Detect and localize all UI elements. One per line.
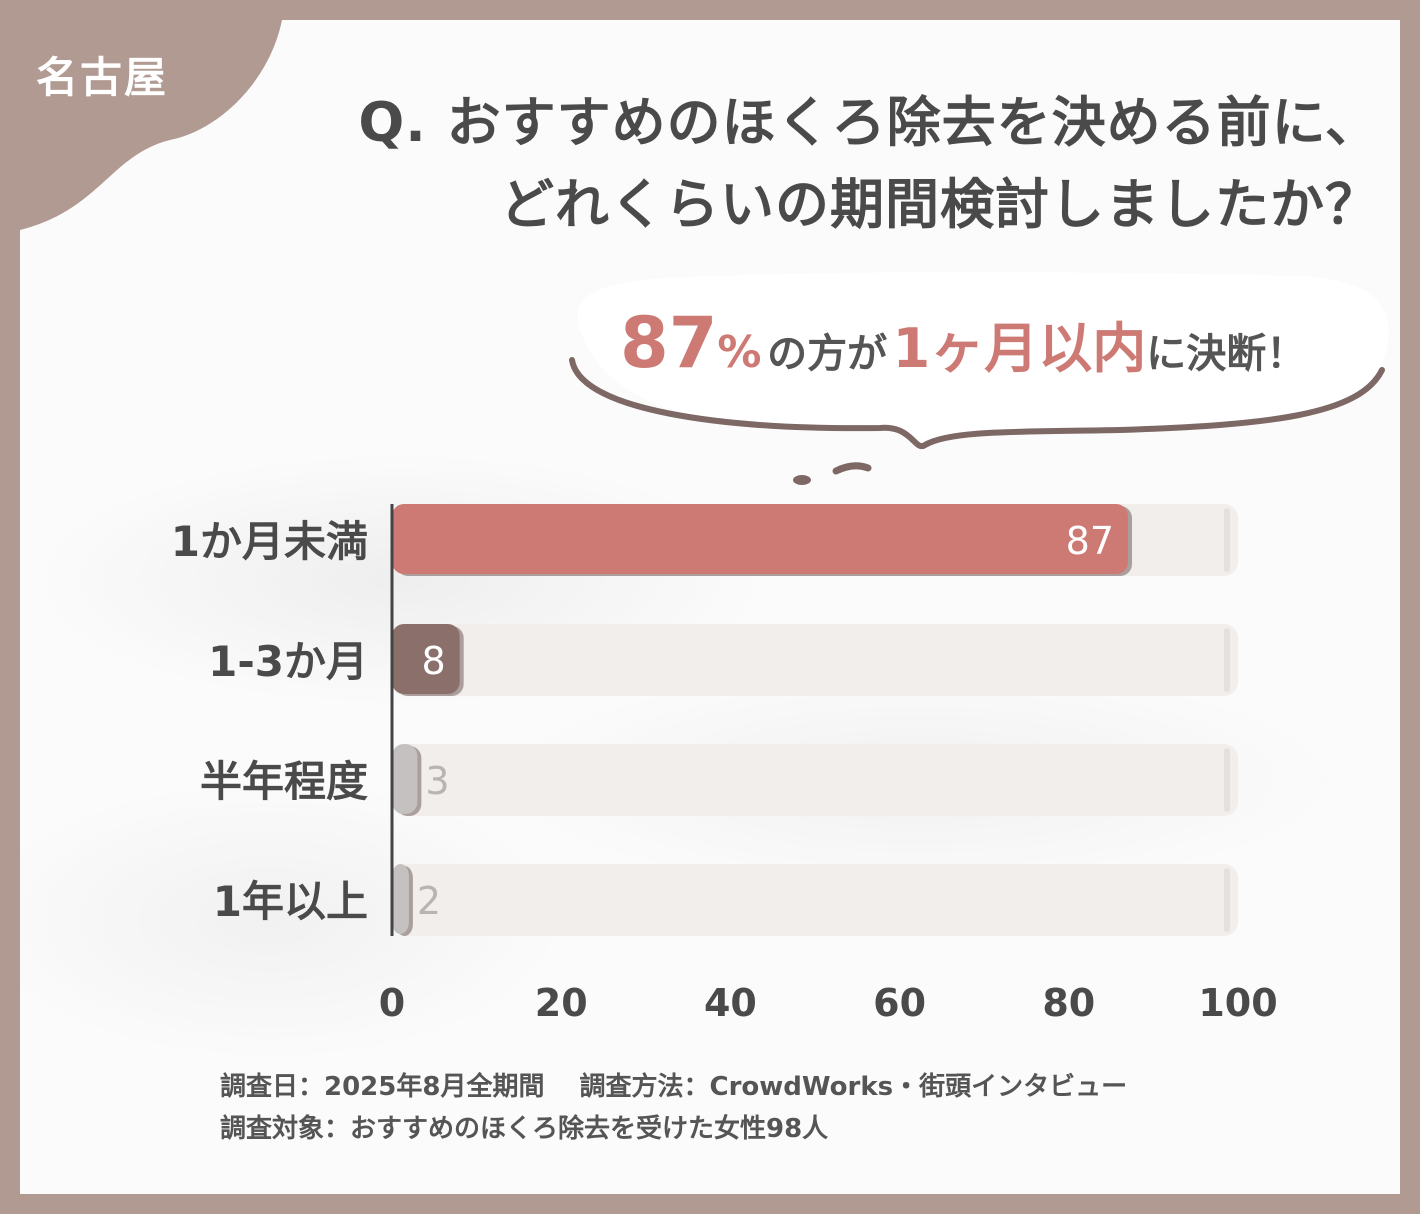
bar-track xyxy=(392,624,1238,696)
bar xyxy=(392,744,418,814)
title-line-2: どれくらいの期間検討しましたか？ xyxy=(500,173,1380,236)
footer-line-2: 調査対象：おすすめのほくろ除去を受けた女性98人 xyxy=(220,1114,829,1144)
bar xyxy=(392,624,460,694)
survey-footer: 調査日：2025年8月全期間 調査方法：CrowdWorks・街頭インタビュー … xyxy=(220,1066,1127,1150)
footer-line-1: 調査日：2025年8月全期間 調査方法：CrowdWorks・街頭インタビュー xyxy=(220,1072,1128,1102)
callout-text-2: に決断！ xyxy=(1146,331,1307,377)
x-tick-label: 80 xyxy=(1042,981,1095,1025)
bar-track xyxy=(392,744,1238,816)
bar-track-edge xyxy=(1224,748,1230,812)
data-label: 3 xyxy=(425,759,449,803)
callout-text-1: の方が xyxy=(767,331,888,377)
bar xyxy=(392,864,409,934)
title-line-1: Q. おすすめのほくろ除去を決める前に、 xyxy=(358,91,1380,154)
bar-track-edge xyxy=(1224,628,1230,692)
bar xyxy=(392,504,1129,574)
x-tick-label: 20 xyxy=(535,981,588,1025)
x-tick-label: 0 xyxy=(379,981,405,1025)
category-label: 1年以上 xyxy=(213,877,368,926)
data-label: 2 xyxy=(417,879,441,923)
data-label: 8 xyxy=(421,639,445,683)
bar-track-edge xyxy=(1224,508,1230,572)
speech-bubble xyxy=(569,272,1389,485)
region-corner-shape xyxy=(20,20,282,230)
category-label: 1-3か月 xyxy=(208,637,368,686)
x-tick-label: 100 xyxy=(1198,981,1277,1025)
category-label: 1か月未満 xyxy=(171,517,368,566)
data-label: 87 xyxy=(1066,519,1114,563)
chart-card: 名古屋 Q. おすすめのほくろ除去を決める前に、 どれくらいの期間検討しましたか… xyxy=(20,20,1400,1194)
page-title: Q. おすすめのほくろ除去を決める前に、 どれくらいの期間検討しましたか？ xyxy=(358,82,1380,246)
bar-track xyxy=(392,864,1238,936)
bar-track-edge xyxy=(1224,868,1230,932)
callout-percent: % xyxy=(717,327,762,378)
callout-highlight: 1ヶ月以内 xyxy=(892,317,1147,380)
category-label: 半年程度 xyxy=(200,757,368,806)
callout-value: 87 xyxy=(620,302,718,384)
x-tick-label: 40 xyxy=(704,981,757,1025)
x-tick-label: 60 xyxy=(873,981,926,1025)
callout-text: 87% の方が 1ヶ月以内に決断！ xyxy=(620,302,1306,384)
region-label: 名古屋 xyxy=(36,53,169,102)
